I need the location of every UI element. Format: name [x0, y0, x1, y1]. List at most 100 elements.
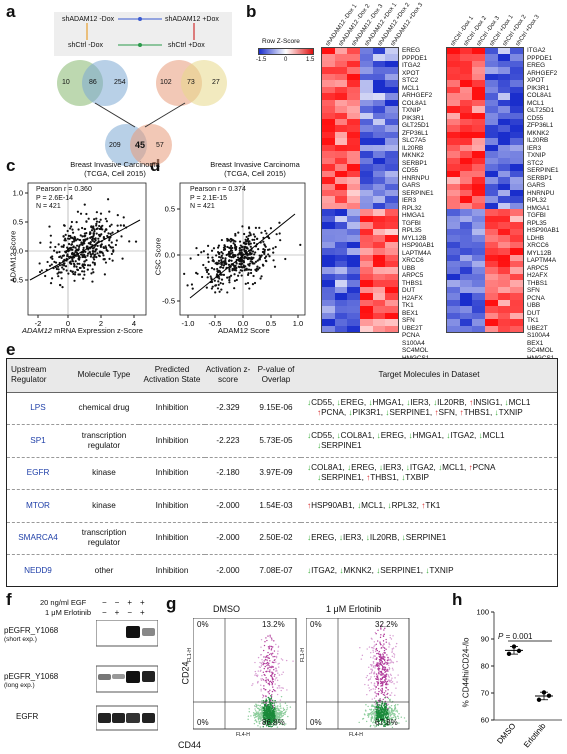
flow-event: [391, 648, 393, 650]
heatmap-cell: [459, 67, 473, 74]
data-point: [242, 259, 245, 263]
heatmap-cell: [360, 325, 373, 332]
flow-event: [276, 677, 278, 679]
data-point: [252, 274, 255, 278]
gene-label: HMGA1: [527, 204, 550, 212]
heatmap-cell: [372, 286, 386, 294]
flow-event: [392, 669, 394, 671]
gene-label: GLT25D1: [527, 107, 555, 114]
data-point: [98, 235, 101, 238]
flow-event: [379, 680, 382, 682]
data-point: [87, 252, 90, 255]
flow-event: [382, 655, 384, 658]
flow-event: [381, 660, 383, 663]
data-point: [61, 266, 64, 269]
flow-event: [267, 635, 269, 637]
flow-event: [397, 704, 399, 706]
heatmap-cell: [322, 222, 335, 229]
data-point: [115, 239, 118, 242]
data-point: [75, 244, 79, 247]
heatmap-cell: [372, 177, 386, 184]
flow-event: [367, 716, 370, 718]
flow-event: [382, 682, 384, 684]
heatmap-cell: [347, 170, 360, 178]
flow-event: [380, 670, 383, 673]
data-point: [228, 253, 231, 256]
y-tick-label: 100: [476, 608, 489, 617]
heatmap-cell: [459, 183, 473, 190]
flow-event: [387, 674, 389, 676]
data-point: [229, 247, 232, 250]
data-point: [71, 260, 75, 263]
flow-event: [376, 693, 378, 695]
flow-event: [271, 665, 273, 668]
heatmap-cell: [497, 157, 511, 165]
heatmap-cell: [497, 177, 511, 184]
heatmap-cell: [485, 125, 498, 132]
flow-event: [382, 703, 384, 705]
flow-event: [380, 634, 382, 636]
flow-event: [388, 724, 390, 727]
flow-event: [275, 670, 277, 672]
heatmap-cell: [360, 157, 373, 165]
heatmap-cell: [459, 254, 473, 261]
data-point: [104, 228, 107, 231]
flow-event: [272, 688, 275, 691]
heatmap-cell: [459, 215, 473, 223]
heatmap-cell: [360, 209, 373, 216]
gene-label: HNRNPU: [527, 189, 555, 197]
regression-line: [29, 219, 141, 281]
data-point: [83, 273, 86, 276]
gene-label: IL20RB: [402, 144, 424, 152]
flow-event: [386, 716, 388, 719]
heatmap-cell: [472, 299, 485, 307]
gene-label: ARPC5: [402, 272, 424, 279]
gene-label: ARHGEF2: [527, 69, 558, 77]
heatmap-cell: [497, 80, 511, 87]
data-point: [122, 216, 125, 219]
data-point: [249, 268, 253, 271]
data-point: [244, 242, 247, 245]
flow-q-ul: 0%: [310, 620, 322, 629]
heatmap-cell: [497, 138, 511, 145]
table-row: SP1 transcription regulator Inhibition -2.2…: [7, 424, 557, 458]
flow-fl4-label: FL4-H: [349, 732, 363, 738]
flow-event: [387, 723, 389, 726]
flow-event: [384, 666, 386, 668]
data-point: [88, 251, 91, 254]
flow-event: [380, 657, 383, 659]
data-point: [38, 270, 42, 274]
data-point: [85, 212, 88, 216]
data-point: [234, 232, 237, 236]
flow-event: [273, 714, 276, 716]
flow-event: [269, 698, 271, 700]
data-point: [58, 255, 61, 259]
flow-event: [373, 675, 376, 678]
data-point: [204, 266, 207, 269]
flow-event: [274, 655, 276, 658]
flow-event: [378, 658, 381, 661]
data-point: [259, 277, 262, 280]
ipa-table: Upstream Regulator Molecule Type Predict…: [7, 359, 557, 587]
flow-event: [271, 661, 274, 663]
data-point: [104, 245, 107, 248]
flow-event: [386, 670, 388, 672]
table-cell: NEDD9: [24, 566, 52, 575]
data-point: [217, 275, 220, 278]
heatmap-cell: [347, 54, 360, 61]
flow-event: [368, 687, 370, 689]
flow-event: [263, 705, 266, 707]
flow-event: [258, 714, 260, 716]
flow-event: [272, 678, 274, 680]
heatmap-cell: [372, 312, 386, 320]
data-point: [63, 224, 66, 227]
heatmap-cell: [322, 151, 335, 158]
data-point: [38, 262, 41, 265]
data-point: [103, 258, 106, 261]
gene-label: HMGA1: [402, 212, 425, 219]
flow-event: [270, 675, 272, 677]
col-header: Predicted Activation State: [139, 359, 205, 393]
data-point: [232, 239, 235, 242]
heatmap-cell: [385, 48, 398, 55]
table-cell: Inhibition: [155, 566, 189, 575]
